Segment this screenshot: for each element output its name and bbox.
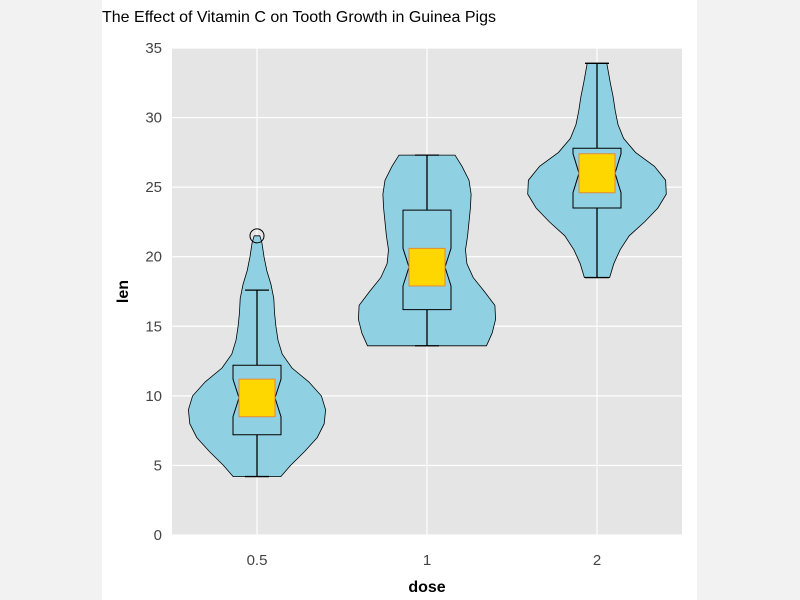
chart-title: The Effect of Vitamin C on Tooth Growth … <box>102 9 496 26</box>
y-tick-label: 35 <box>145 40 162 57</box>
violin-1 <box>357 154 497 347</box>
x-axis-ticks: 0.5 1 2 <box>247 552 602 569</box>
violin-2 <box>527 62 667 279</box>
chart-figure: The Effect of Vitamin C on Tooth Growth … <box>102 0 697 600</box>
notch-box <box>408 247 446 287</box>
y-axis-title: len <box>115 280 132 303</box>
x-tick-label: 2 <box>593 552 601 569</box>
notch-box <box>578 153 616 194</box>
violins <box>187 62 667 478</box>
notch-box <box>238 378 276 418</box>
x-tick-label: 0.5 <box>247 552 268 569</box>
y-tick-label: 15 <box>145 318 162 335</box>
x-axis-title: dose <box>408 579 445 596</box>
y-axis-ticks: 0 5 10 15 20 25 30 35 <box>145 40 162 544</box>
violin-0.5 <box>187 228 327 478</box>
y-tick-label: 5 <box>154 457 162 474</box>
y-tick-label: 25 <box>145 179 162 196</box>
outlier-point <box>249 228 265 244</box>
y-tick-label: 10 <box>145 388 162 405</box>
y-tick-label: 30 <box>145 110 162 127</box>
x-tick-label: 1 <box>423 552 431 569</box>
violin-chart: The Effect of Vitamin C on Tooth Growth … <box>102 9 682 596</box>
y-tick-label: 20 <box>145 249 162 266</box>
y-tick-label: 0 <box>154 527 162 544</box>
